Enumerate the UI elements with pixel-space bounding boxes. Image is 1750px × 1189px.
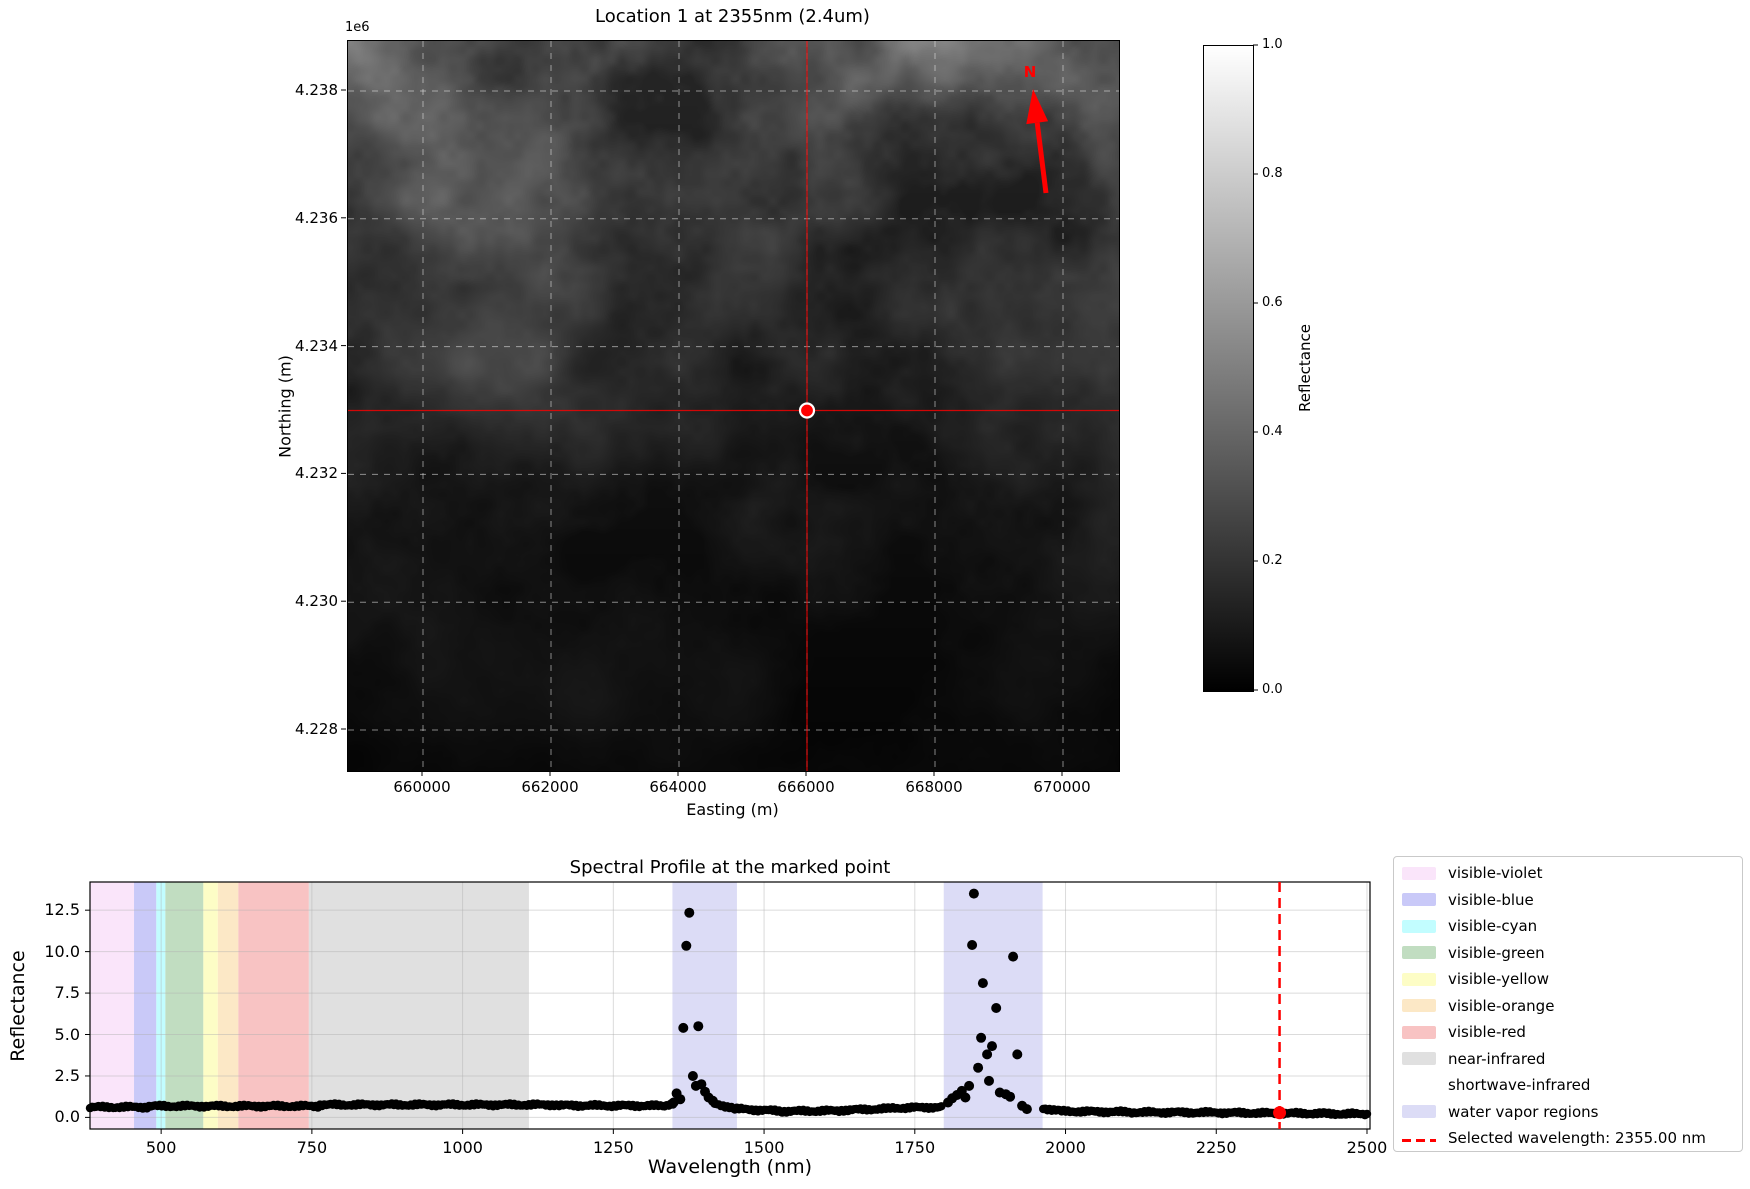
map-x-tick-label: 666000	[777, 778, 835, 796]
legend-swatch	[1402, 893, 1436, 907]
band-visible-cyan	[156, 882, 166, 1129]
spectral-y-tick-label: 2.5	[54, 1065, 80, 1085]
map-plot-area: N	[347, 40, 1120, 772]
legend-item-label: visible-blue	[1448, 890, 1534, 909]
legend-swatch	[1402, 866, 1436, 880]
legend-item: Selected wavelength: 2355.00 nm	[1394, 1125, 1742, 1152]
spectral-y-tick-label: 5.0	[54, 1024, 80, 1044]
spectral-y-tick-label: 10.0	[44, 941, 80, 961]
band-visible-blue	[134, 882, 157, 1129]
spectral-title: Spectral Profile at the marked point	[569, 857, 891, 878]
spectral-y-tick-label: 0.0	[54, 1107, 80, 1127]
legend-swatch	[1402, 1105, 1436, 1119]
spectral-x-tick-label: 1750	[894, 1138, 936, 1157]
spectral-x-tick-label: 500	[145, 1138, 177, 1157]
spectral-x-tick-label: 2500	[1346, 1138, 1388, 1157]
colorbar-tick-label: 0.6	[1262, 295, 1283, 310]
spectral-y-tick-label: 7.5	[54, 983, 80, 1003]
map-x-tick-label: 662000	[521, 778, 579, 796]
band-visible-green	[165, 882, 204, 1129]
spectrum-peak-points	[668, 888, 1032, 1115]
spectral-x-tick-label: 1500	[743, 1138, 785, 1157]
colorbar-tick-label: 0.4	[1262, 424, 1283, 439]
colorbar-tick-label: 0.8	[1262, 166, 1283, 181]
north-arrow-head	[1026, 89, 1049, 125]
legend-item-label: visible-yellow	[1448, 970, 1549, 989]
legend-item-label: near-infrared	[1448, 1049, 1546, 1068]
legend-item: visible-cyan	[1394, 913, 1742, 940]
legend-swatch	[1402, 999, 1436, 1013]
legend-swatch	[1402, 946, 1436, 960]
map-xlabel: Easting (m)	[686, 800, 779, 819]
legend-box: visible-violet visible-blue visible-cyan vi…	[1393, 856, 1743, 1152]
map-y-tick-label: 4.234	[295, 336, 338, 355]
band-visible-yellow	[203, 882, 218, 1129]
legend-item: near-infrared	[1394, 1046, 1742, 1073]
legend-item-label: visible-green	[1448, 943, 1545, 962]
colorbar-tick-label: 0.2	[1262, 553, 1283, 568]
spectral-x-tick-label: 750	[296, 1138, 328, 1157]
map-x-tick-label: 664000	[649, 778, 707, 796]
north-arrow-label: N	[1024, 63, 1037, 81]
legend-item-label: visible-orange	[1448, 996, 1555, 1015]
spectral-y-tick-label: 12.5	[44, 900, 80, 920]
map-y-axis-offset-label: 1e6	[345, 20, 370, 35]
north-arrow-shaft	[1034, 122, 1049, 194]
spectral-plot-border	[89, 881, 1371, 1130]
legend-item-label: visible-red	[1448, 1023, 1526, 1042]
marked-point-marker	[798, 402, 816, 419]
legend-swatch	[1402, 1052, 1436, 1066]
map-y-tick-label: 4.238	[295, 81, 338, 99]
legend-item-label: Selected wavelength: 2355.00 nm	[1448, 1129, 1706, 1148]
legend-item-label: visible-cyan	[1448, 917, 1538, 936]
legend-item: visible-green	[1394, 940, 1742, 967]
map-y-tick-label: 4.228	[295, 720, 338, 738]
map-y-tick-label: 4.236	[295, 208, 338, 227]
legend-swatch	[1402, 972, 1436, 986]
band-visible-violet	[90, 882, 135, 1129]
legend-item: visible-orange	[1394, 993, 1742, 1020]
map-x-tick-label: 670000	[1033, 778, 1091, 796]
colorbar-tick-label: 1.0	[1262, 37, 1283, 52]
legend-swatch	[1402, 1025, 1436, 1039]
reflectance-image	[348, 41, 1119, 771]
legend-item: shortwave-infrared	[1394, 1072, 1742, 1099]
legend-swatch	[1402, 919, 1436, 933]
spectrum-baseline-points	[85, 1099, 1372, 1120]
legend-item: water vapor regions	[1394, 1099, 1742, 1126]
spectral-ylabel: Reflectance	[7, 950, 29, 1062]
legend-item-label: shortwave-infrared	[1448, 1076, 1591, 1095]
legend-item: visible-blue	[1394, 887, 1742, 914]
band-near-infrared	[308, 882, 529, 1129]
map-title: Location 1 at 2355nm (2.4um)	[595, 6, 870, 27]
band-visible-orange	[217, 882, 239, 1129]
legend-item-label: visible-violet	[1448, 864, 1543, 883]
legend-dashed-line-sample	[1402, 1132, 1436, 1145]
legend-item-label: water vapor regions	[1448, 1102, 1599, 1121]
map-x-tick-label: 660000	[393, 778, 451, 796]
spectral-x-tick-label: 1250	[592, 1138, 634, 1157]
map-y-tick-label: 4.232	[295, 464, 338, 483]
legend-item: visible-violet	[1394, 860, 1742, 887]
legend-swatch-empty	[1402, 1079, 1436, 1092]
selected-wavelength-marker	[1273, 1106, 1287, 1120]
spectral-x-tick-label: 2250	[1195, 1138, 1237, 1157]
map-overlay: N	[348, 41, 1119, 771]
spectral-x-tick-label: 1000	[442, 1138, 483, 1157]
spectral-x-tick-label: 2000	[1045, 1138, 1086, 1157]
band-visible-red	[238, 882, 309, 1129]
colorbar	[1203, 45, 1254, 692]
colorbar-tick-label: 0.0	[1262, 682, 1283, 697]
map-y-tick-label: 4.230	[295, 592, 338, 611]
legend-item: visible-red	[1394, 1019, 1742, 1046]
legend-item: visible-yellow	[1394, 966, 1742, 993]
spectral-xlabel: Wavelength (nm)	[647, 1156, 813, 1178]
map-x-tick-label: 668000	[905, 778, 963, 796]
